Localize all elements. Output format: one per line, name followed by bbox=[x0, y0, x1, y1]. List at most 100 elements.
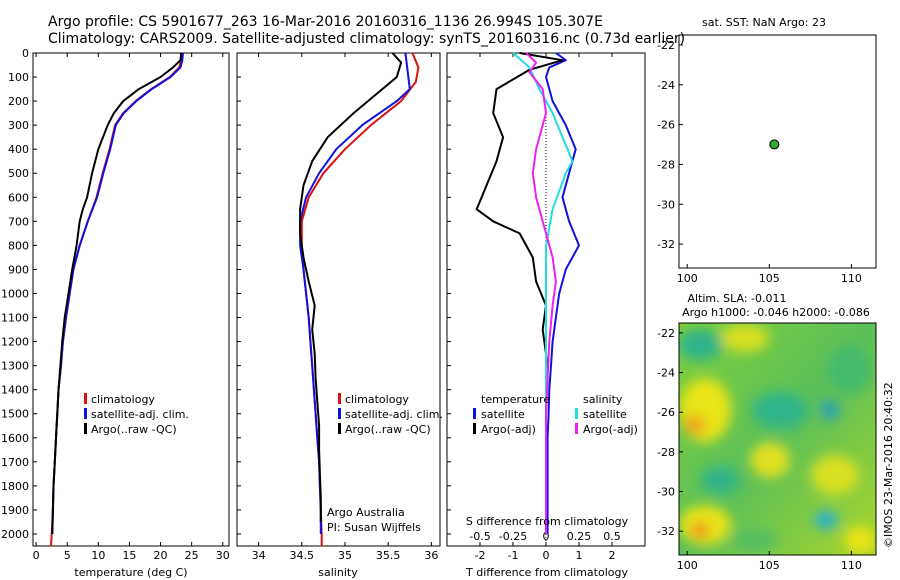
y-tick-label: 300 bbox=[8, 119, 29, 132]
legend-swatch-climatology bbox=[84, 393, 87, 404]
legend-swatch-t-satellite bbox=[473, 408, 476, 419]
sla-blob bbox=[750, 442, 790, 478]
sst-map-panel: sat. SST: NaN Argo: 23 100 105 110 -22 -24 -2… bbox=[657, 16, 877, 285]
legend-swatch-argo bbox=[338, 423, 341, 434]
y-tick-label: 1200 bbox=[1, 336, 29, 349]
legend-label-argo: Argo(..raw -QC) bbox=[345, 423, 431, 436]
sst-map-title: sat. SST: NaN Argo: 23 bbox=[702, 16, 826, 29]
x-tick-label: 5 bbox=[64, 549, 71, 562]
x-tick-label: 2 bbox=[609, 549, 616, 562]
x-tick-label: 105 bbox=[759, 559, 780, 572]
x-tick-label: 20 bbox=[154, 549, 168, 562]
legend-label-t-satellite: satellite bbox=[481, 408, 525, 421]
difference-legend: temperature salinity satellite Argo(-adj… bbox=[473, 393, 638, 436]
legend-label-climatology: climatology bbox=[345, 393, 409, 406]
header-line-2: Climatology: CARS2009. Satellite-adjuste… bbox=[48, 31, 685, 47]
y-tick-label: -26 bbox=[657, 406, 675, 419]
annotation-argo-australia: Argo Australia bbox=[327, 506, 405, 519]
y-tick-label: -30 bbox=[657, 198, 675, 211]
y-tick-label: -24 bbox=[657, 367, 675, 380]
depth-axis: 0 100 200 300 400 500 600 700 800 900 1000 1100 1200… bbox=[1, 47, 37, 541]
s-tick-label: -0.5 bbox=[469, 530, 490, 543]
sla-blob bbox=[685, 415, 705, 435]
y-tick-label: -28 bbox=[657, 158, 675, 171]
x-tick-label: 110 bbox=[841, 559, 862, 572]
difference-panel: -2 -1 0 1 2 -0.5 -0.25 0 0.25 0.5 S difference fr… bbox=[446, 52, 646, 579]
temperature-axis: 0 5 10 15 20 25 30 bbox=[33, 53, 230, 562]
legend-label-climatology: climatology bbox=[91, 393, 155, 406]
y-tick-label: 800 bbox=[8, 239, 29, 252]
x-tick-label: 100 bbox=[677, 272, 698, 285]
s-tick-label: 0.25 bbox=[567, 530, 592, 543]
y-tick-label: 1700 bbox=[1, 456, 29, 469]
series-line-temperature-argo-adj- bbox=[475, 52, 564, 522]
legend-label-s-argo: Argo(-adj) bbox=[583, 423, 638, 436]
series-line-salinity-argo-adj- bbox=[525, 52, 557, 534]
salinity-axis: 34 34.5 35 35.5 36 bbox=[237, 52, 438, 562]
y-tick-label: -22 bbox=[657, 327, 675, 340]
sla-blob bbox=[733, 528, 777, 552]
header-line-1: Argo profile: CS 5901677_263 16-Mar-2016… bbox=[48, 14, 603, 30]
legend-label-satellite: satellite-adj. clim. bbox=[345, 408, 443, 421]
salinity-xlabel: salinity bbox=[318, 566, 358, 579]
x-tick-label: 105 bbox=[759, 272, 780, 285]
difference-top-label: S difference from climatology bbox=[466, 515, 629, 528]
legend-label-satellite: satellite-adj. clim. bbox=[91, 408, 189, 421]
sst-map-points bbox=[769, 139, 780, 150]
difference-series bbox=[475, 52, 580, 534]
legend-swatch-satellite bbox=[338, 408, 341, 419]
legend-swatch-argo bbox=[84, 423, 87, 434]
annotation-pi: PI: Susan Wijffels bbox=[327, 521, 421, 534]
y-tick-label: -30 bbox=[657, 486, 675, 499]
y-tick-label: 1000 bbox=[1, 287, 29, 300]
sla-blob bbox=[679, 378, 731, 442]
y-tick-label: -24 bbox=[657, 79, 675, 92]
temperature-legend: climatology satellite-adj. clim. Argo(..… bbox=[84, 393, 189, 436]
x-tick-label: 30 bbox=[216, 549, 230, 562]
sla-map-frame bbox=[678, 322, 877, 556]
legend-title-temperature: temperature bbox=[481, 393, 550, 406]
y-tick-label: 1900 bbox=[1, 504, 29, 517]
series-line-satellite-adj-clim- bbox=[51, 52, 184, 535]
y-tick-label: -32 bbox=[657, 238, 675, 251]
salinity-legend: climatology satellite-adj. clim. Argo(..… bbox=[338, 393, 443, 436]
y-tick-label: 100 bbox=[8, 71, 29, 84]
temperature-panel: 0100200300400500600700800900100011001200… bbox=[1, 47, 230, 579]
y-tick-label: 1600 bbox=[1, 432, 29, 445]
x-tick-label: 0 bbox=[543, 549, 550, 562]
y-tick-label: 2000 bbox=[1, 528, 29, 541]
s-tick-label: 0 bbox=[543, 530, 550, 543]
y-tick-label: 600 bbox=[8, 191, 29, 204]
legend-swatch-s-argo bbox=[575, 423, 578, 434]
sla-blob bbox=[814, 511, 838, 529]
series-line-argo-raw-qc- bbox=[51, 52, 183, 535]
y-tick-label: 400 bbox=[8, 143, 29, 156]
legend-swatch-t-argo bbox=[473, 423, 476, 434]
legend-title-salinity: salinity bbox=[583, 393, 623, 406]
temperature-xlabel: temperature (deg C) bbox=[74, 566, 187, 579]
sla-blob bbox=[691, 522, 709, 538]
s-tick-label: -0.25 bbox=[499, 530, 527, 543]
y-tick-label: 1300 bbox=[1, 360, 29, 373]
salinity-series bbox=[299, 52, 420, 546]
sla-blob bbox=[844, 526, 876, 554]
sla-blob bbox=[679, 329, 722, 361]
y-tick-label: 0 bbox=[22, 47, 29, 60]
imos-stamp: ©IMOS 23-Mar-2016 20:40:32 bbox=[882, 382, 895, 548]
sla-map-title: Altim. SLA: -0.011 bbox=[687, 292, 786, 305]
salinity-panel: 34 34.5 35 35.5 36 salinity climatology sate… bbox=[236, 52, 443, 579]
x-tick-label: 36 bbox=[424, 549, 438, 562]
y-tick-label: 200 bbox=[8, 95, 29, 108]
x-tick-label: 25 bbox=[185, 549, 199, 562]
temperature-series bbox=[50, 52, 184, 547]
x-tick-label: 1 bbox=[576, 549, 583, 562]
legend-label-s-satellite: satellite bbox=[583, 408, 627, 421]
x-tick-label: 0 bbox=[33, 549, 40, 562]
sst-map-frame bbox=[678, 34, 877, 269]
x-tick-label: 35 bbox=[338, 549, 352, 562]
y-tick-label: 900 bbox=[8, 263, 29, 276]
x-tick-label: 15 bbox=[122, 549, 136, 562]
sst-map-axes: 100 105 110 -22 -24 -26 -28 -30 -32 bbox=[657, 39, 862, 285]
x-tick-label: 100 bbox=[677, 559, 698, 572]
x-tick-label: 10 bbox=[91, 549, 105, 562]
